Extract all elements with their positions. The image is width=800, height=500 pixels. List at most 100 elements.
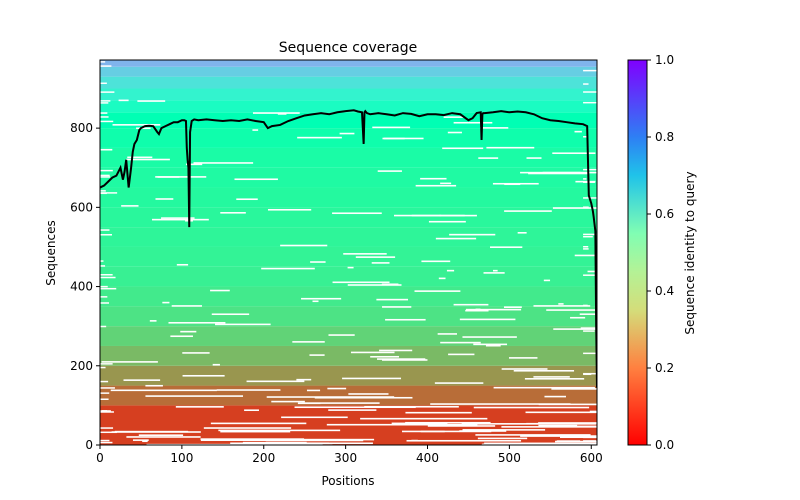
coverage-gap [100, 427, 114, 429]
x-tick-label: 200 [252, 451, 275, 465]
coverage-gap [583, 233, 597, 236]
coverage-gap [583, 206, 589, 208]
coverage-gap [385, 318, 426, 321]
coverage-gap [552, 152, 596, 155]
coverage-gap [583, 136, 588, 138]
coverage-gap [462, 429, 546, 431]
x-axis: 0 100 200 300 400 500 600 [96, 445, 603, 465]
coverage-gap [574, 254, 597, 257]
coverage-gap [473, 406, 590, 409]
coverage-gap [200, 439, 270, 441]
coverage-gap [551, 388, 597, 390]
coverage-gap [371, 262, 390, 264]
coverage-gap [430, 403, 571, 405]
coverage-gap [100, 61, 106, 63]
coverage-gap [100, 439, 110, 442]
coverage-gap [100, 102, 109, 104]
coverage-gap [526, 157, 542, 159]
identity-band [100, 88, 597, 101]
coverage-gap [405, 411, 472, 414]
coverage-gap [110, 389, 217, 392]
colorbar-tick-label: 0.6 [655, 207, 674, 221]
coverage-gap [583, 330, 595, 332]
identity-band [100, 128, 597, 148]
coverage-gap [477, 437, 528, 440]
coverage-gap [126, 436, 201, 438]
coverage-gap [111, 431, 201, 433]
coverage-gap [489, 246, 523, 248]
coverage-gap [587, 270, 597, 273]
coverage-gap [306, 389, 321, 392]
coverage-gap [100, 192, 118, 194]
coverage-gap [234, 178, 278, 181]
coverage-gap [481, 443, 533, 445]
coverage-gap [372, 126, 411, 129]
coverage-gap [439, 214, 477, 217]
coverage-gap [580, 327, 597, 329]
coverage-gap [220, 212, 246, 214]
y-tick-label: 800 [70, 121, 93, 135]
coverage-gap [493, 386, 595, 389]
coverage-gap [544, 395, 566, 398]
coverage-gap [155, 176, 207, 178]
colorbar-tick-label: 1.0 [655, 53, 674, 67]
coverage-gap [348, 393, 389, 395]
coverage-gap [427, 425, 496, 427]
coverage-gap [405, 421, 491, 424]
coverage-gap [220, 430, 291, 433]
coverage-gap [112, 124, 161, 126]
coverage-gap [347, 284, 402, 286]
coverage-gap [533, 305, 591, 307]
coverage-gap [235, 443, 323, 445]
coverage-gap [593, 444, 597, 445]
coverage-gap [297, 136, 342, 139]
coverage-gap [100, 234, 113, 236]
coverage-gap [261, 267, 315, 270]
coverage-gap [100, 363, 113, 365]
coverage-gap [473, 343, 508, 346]
coverage-gap [171, 305, 202, 307]
coverage-gap [583, 304, 588, 307]
coverage-gap [480, 127, 509, 129]
coverage-gap [310, 261, 326, 263]
coverage-gap [415, 184, 457, 187]
coverage-gap [314, 396, 413, 399]
identity-band [100, 147, 597, 168]
coverage-gap [100, 287, 117, 290]
coverage-gap [583, 245, 589, 248]
x-tick-label: 0 [96, 451, 104, 465]
x-tick-label: 300 [334, 451, 357, 465]
coverage-gap [145, 395, 244, 397]
coverage-gap [264, 438, 375, 441]
coverage-gap [520, 435, 597, 437]
coverage-gap [583, 372, 597, 375]
identity-band [100, 266, 597, 287]
coverage-gap [100, 176, 111, 178]
coverage-gap [377, 170, 402, 172]
coverage-gap [513, 369, 575, 372]
coverage-gap [583, 235, 593, 238]
coverage-gap [100, 296, 108, 298]
coverage-gap [465, 308, 522, 311]
coverage-gap [168, 321, 226, 324]
coverage-gap [583, 69, 597, 72]
identity-band [100, 365, 597, 386]
coverage-gap [555, 440, 597, 443]
coverage-gap [149, 320, 157, 322]
chart-title: Sequence coverage [279, 40, 418, 56]
coverage-gap [100, 65, 112, 67]
identity-band [100, 345, 597, 366]
coverage-gap [504, 210, 552, 212]
coverage-gap [100, 411, 114, 413]
coverage-gap [100, 82, 107, 85]
coverage-gap [401, 430, 492, 433]
coverage-gap [595, 442, 597, 445]
coverage-gap [562, 435, 597, 438]
coverage-gap [182, 374, 225, 377]
coverage-gap [583, 91, 597, 93]
y-tick-label: 0 [85, 438, 93, 452]
coverage-gap [360, 417, 488, 420]
coverage-gap [517, 231, 527, 234]
coverage-gap [252, 112, 300, 114]
coverage-gap [350, 351, 395, 354]
